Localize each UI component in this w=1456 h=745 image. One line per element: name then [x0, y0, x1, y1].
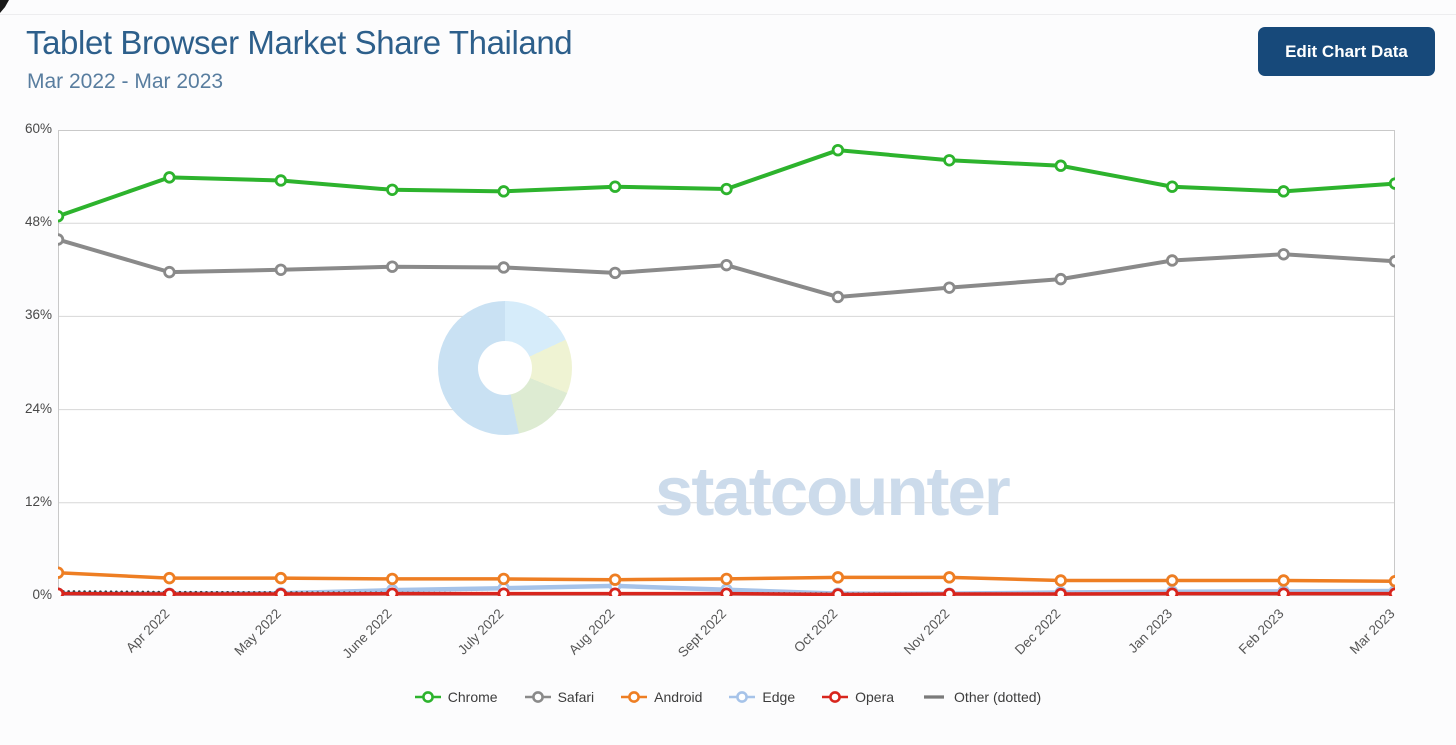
- edit-chart-data-button[interactable]: Edit Chart Data: [1258, 27, 1435, 76]
- data-point-marker: [831, 290, 845, 304]
- legend-marker-icon: [729, 691, 756, 703]
- legend-marker-icon: [822, 691, 849, 703]
- y-axis-tick: 0%: [32, 587, 52, 602]
- data-point-marker: [608, 266, 622, 280]
- y-axis-tick: 12%: [24, 493, 52, 509]
- data-point-marker: [1388, 255, 1395, 268]
- data-point-marker: [386, 260, 399, 273]
- data-point-marker: [497, 261, 510, 274]
- chart-legend: Chrome Safari Android Edge Opera Other (dotte…: [0, 689, 1456, 705]
- data-point-marker: [58, 566, 65, 579]
- data-point-marker: [163, 571, 176, 585]
- y-axis-tick: 60%: [24, 121, 52, 136]
- data-point-marker: [943, 154, 956, 167]
- data-point-marker: [1277, 574, 1290, 587]
- legend-label: Edge: [762, 689, 796, 705]
- data-point-marker: [1388, 177, 1395, 190]
- x-axis-tick: Oct 2022: [791, 606, 841, 656]
- legend-marker-icon: [924, 695, 945, 699]
- legend-item-opera[interactable]: Opera: [822, 689, 894, 705]
- x-axis-tick: Dec 2022: [1011, 606, 1064, 658]
- legend-label: Other (dotted): [954, 689, 1042, 705]
- legend-item-edge[interactable]: Edge: [729, 689, 795, 705]
- data-point-marker: [943, 571, 956, 584]
- data-point-marker: [608, 180, 622, 193]
- x-axis-tick: May 2022: [230, 606, 284, 659]
- chart-plot-area: statcounter: [58, 130, 1395, 596]
- data-point-marker: [163, 171, 176, 184]
- data-point-marker: [1165, 254, 1179, 267]
- data-point-marker: [1277, 185, 1290, 198]
- data-point-marker: [386, 183, 399, 197]
- x-axis-tick: Nov 2022: [900, 606, 952, 658]
- legend-item-chrome[interactable]: Chrome: [414, 689, 498, 705]
- x-axis-tick: Feb 2023: [1235, 606, 1287, 657]
- data-point-marker: [720, 587, 733, 596]
- x-axis-tick: Sept 2022: [674, 606, 730, 661]
- legend-item-android[interactable]: Android: [621, 689, 702, 705]
- data-point-marker: [274, 174, 288, 187]
- data-point-marker: [831, 571, 845, 584]
- page-subtitle: Mar 2022 - Mar 2023: [27, 70, 224, 93]
- data-point-marker: [163, 265, 176, 279]
- data-point-marker: [608, 587, 622, 596]
- x-axis-tick: Aug 2022: [566, 606, 618, 658]
- legend-marker-icon: [621, 691, 648, 703]
- data-point-marker: [497, 185, 510, 198]
- data-point-marker: [274, 587, 288, 596]
- page-title: Tablet Browser Market Share Thailand: [26, 24, 573, 61]
- data-point-marker: [386, 572, 399, 586]
- x-axis-tick: June 2022: [339, 606, 395, 662]
- statcounter-logo-pie-icon: [438, 301, 572, 435]
- data-point-marker: [1165, 180, 1179, 193]
- y-axis-tick: 24%: [24, 400, 52, 416]
- y-axis-tick: 36%: [24, 307, 52, 323]
- data-point-marker: [608, 573, 622, 586]
- x-axis-tick: Apr 2022: [122, 606, 173, 656]
- data-point-marker: [1054, 159, 1067, 172]
- corner-artifact-mark: [0, 0, 9, 13]
- legend-item-safari[interactable]: Safari: [524, 689, 595, 705]
- data-point-marker: [720, 258, 733, 272]
- legend-item-other-dotted-[interactable]: Other (dotted): [921, 689, 1041, 705]
- top-divider: [0, 14, 1456, 15]
- y-axis-tick: 48%: [24, 214, 52, 230]
- legend-marker-icon: [524, 691, 551, 703]
- data-point-marker: [1165, 587, 1179, 596]
- data-point-marker: [1277, 587, 1290, 596]
- data-point-marker: [497, 587, 510, 596]
- data-point-marker: [1054, 587, 1067, 596]
- data-point-marker: [58, 233, 65, 246]
- data-point-marker: [58, 587, 65, 596]
- x-axis-tick: Mar 2023: [1346, 606, 1398, 657]
- data-point-marker: [274, 263, 288, 277]
- data-point-marker: [720, 572, 733, 586]
- data-point-marker: [1388, 587, 1395, 596]
- data-point-marker: [58, 210, 65, 223]
- legend-label: Chrome: [447, 689, 498, 705]
- data-point-marker: [943, 587, 956, 596]
- data-point-marker: [163, 587, 176, 596]
- data-point-marker: [386, 587, 399, 596]
- x-axis-tick: Jan 2023: [1124, 606, 1175, 656]
- data-point-marker: [274, 571, 288, 585]
- data-point-marker: [497, 572, 510, 586]
- data-point-marker: [831, 143, 845, 157]
- data-point-marker: [1388, 575, 1395, 588]
- statcounter-watermark: statcounter: [655, 453, 1011, 530]
- data-point-marker: [720, 182, 733, 196]
- data-point-marker: [1054, 574, 1067, 587]
- data-point-marker: [943, 281, 956, 294]
- legend-marker-icon: [414, 691, 441, 703]
- legend-label: Android: [654, 689, 703, 705]
- x-axis-tick: July 2022: [454, 606, 507, 658]
- legend-label: Opera: [855, 689, 895, 705]
- data-point-marker: [1277, 248, 1290, 261]
- legend-label: Safari: [557, 689, 595, 705]
- data-point-marker: [1054, 272, 1067, 286]
- chart-series-lines: [58, 143, 1395, 596]
- data-point-marker: [831, 588, 845, 596]
- data-point-marker: [1165, 574, 1179, 587]
